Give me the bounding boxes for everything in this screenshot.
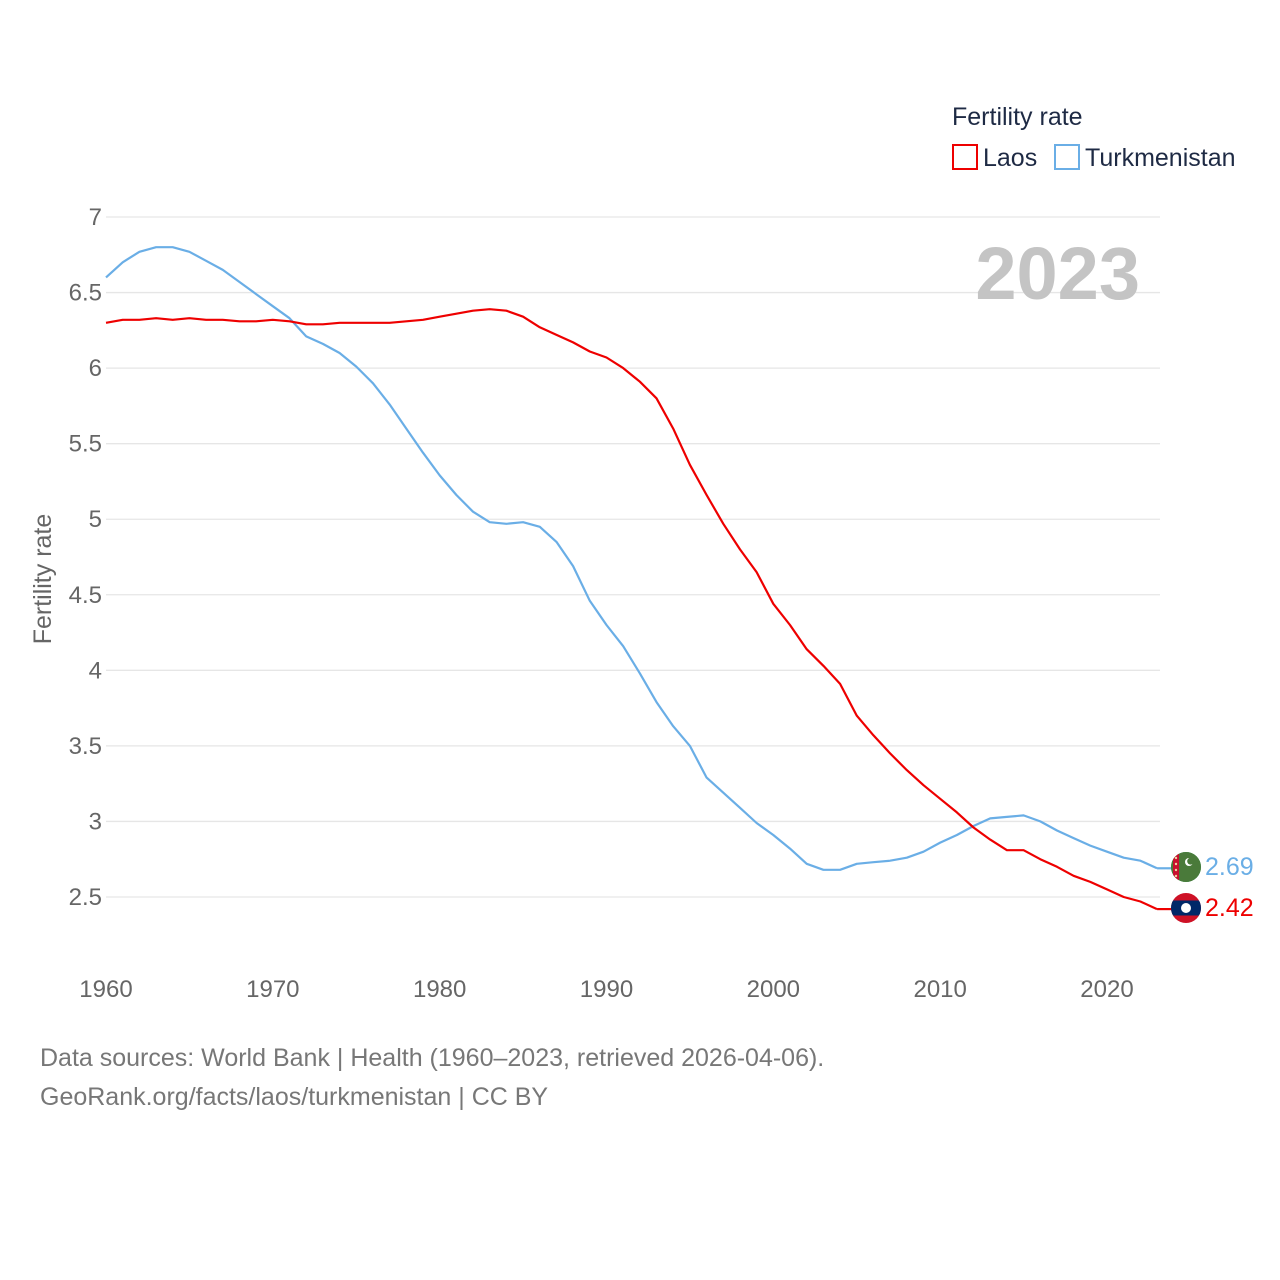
year-label: 2023: [975, 232, 1140, 315]
y-tick-label: 4: [89, 657, 102, 684]
series-line-laos[interactable]: [105, 308, 1158, 911]
y-axis-ticks: 2.5 3 3.5 4 4.5 5 5.5 6 6.5 7: [69, 204, 102, 911]
y-tick-label: 6: [89, 355, 102, 382]
y-tick-label: 5: [89, 506, 102, 533]
x-tick-label: 1960: [79, 976, 132, 1003]
legend-label-turkmenistan[interactable]: Turkmenistan: [1085, 144, 1236, 172]
laos-flag-icon: [1171, 893, 1201, 923]
legend[interactable]: Fertility rate Laos Turkmenistan: [952, 103, 1236, 172]
y-tick-label: 4.5: [69, 582, 102, 609]
legend-title: Fertility rate: [952, 103, 1083, 131]
series-line-turkmenistan[interactable]: [105, 246, 1158, 871]
x-tick-label: 2020: [1080, 976, 1133, 1003]
grid: [106, 216, 1160, 898]
x-tick-label: 1990: [580, 976, 633, 1003]
turkmenistan-flag-icon: [1171, 852, 1201, 882]
legend-swatch-turkmenistan[interactable]: [1054, 144, 1080, 170]
y-tick-label: 6.5: [69, 280, 102, 307]
x-tick-label: 1970: [246, 976, 299, 1003]
legend-label-laos[interactable]: Laos: [983, 144, 1037, 172]
end-label-turkmenistan: 2.69: [1205, 853, 1254, 881]
footer-attribution[interactable]: GeoRank.org/facts/laos/turkmenistan | CC…: [40, 1083, 549, 1111]
y-tick-label: 5.5: [69, 431, 102, 458]
end-label-laos: 2.42: [1205, 894, 1254, 922]
y-tick-label: 7: [89, 204, 102, 231]
x-tick-label: 2000: [747, 976, 800, 1003]
legend-swatch-laos[interactable]: [952, 144, 978, 170]
x-tick-label: 1980: [413, 976, 466, 1003]
y-tick-label: 3.5: [69, 733, 102, 760]
series-group: [105, 246, 1172, 911]
y-tick-label: 2.5: [69, 884, 102, 911]
x-tick-label: 2010: [913, 976, 966, 1003]
y-axis-label: Fertility rate: [29, 514, 57, 645]
footer-data-sources: Data sources: World Bank | Health (1960–…: [40, 1044, 825, 1072]
y-tick-label: 3: [89, 808, 102, 835]
x-axis-ticks: 1960 1970 1980 1990 2000 2010 2020: [79, 976, 1133, 1003]
